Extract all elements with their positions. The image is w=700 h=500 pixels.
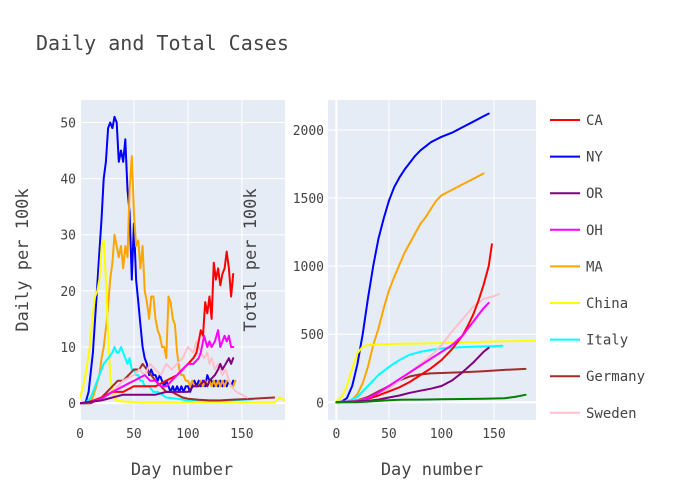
x-tick-label: 150	[230, 427, 253, 442]
y-tick-label: 20	[60, 285, 76, 300]
daily-plot-area	[80, 100, 285, 420]
total-series-lines	[335, 112, 536, 404]
series-line-ca	[80, 250, 235, 405]
series-line-oh	[335, 301, 490, 404]
series-line-or	[335, 346, 490, 404]
series-line-germany-bottom	[335, 393, 527, 404]
total-x-axis-title: Day number	[381, 460, 483, 480]
legend-label-italy: Italy	[586, 333, 628, 349]
total-plot-area	[328, 100, 536, 420]
series-line-italy	[335, 344, 504, 404]
series-line-china	[335, 339, 536, 403]
x-tick-label: 100	[430, 427, 453, 442]
series-line-ma	[80, 155, 237, 405]
legend-label-ca: CA	[586, 113, 603, 129]
series-line-sweden	[80, 340, 249, 405]
y-tick-label: 10	[60, 341, 76, 356]
daily-tick-labels: 0 50 100 150 0 10 20 30 40 50	[60, 116, 253, 442]
series-line-italy	[80, 346, 254, 405]
y-tick-label: 0	[316, 396, 324, 411]
legend-label-sweden: Sweden	[586, 406, 637, 422]
y-tick-label: 30	[60, 229, 76, 244]
chart-title: Daily and Total Cases	[36, 31, 289, 55]
daily-y-axis-title: Daily per 100k	[13, 188, 33, 331]
y-tick-label: 40	[60, 173, 76, 188]
legend-label-ma: MA	[586, 259, 603, 275]
x-tick-label: 50	[126, 427, 142, 442]
y-tick-label: 50	[60, 116, 76, 131]
y-tick-label: 2000	[293, 124, 324, 139]
series-line-ca	[335, 243, 493, 404]
x-tick-label: 0	[76, 427, 84, 442]
legend: CA NY OR OH MA China Italy Germany Sweden	[550, 113, 645, 422]
series-line-or	[80, 357, 235, 405]
y-tick-label: 1000	[293, 260, 324, 275]
y-tick-label: 1500	[293, 192, 324, 207]
legend-label-oh: OH	[586, 223, 603, 239]
daily-x-axis-title: Day number	[131, 460, 233, 480]
y-tick-label: 500	[301, 328, 324, 343]
legend-label-or: OR	[586, 186, 603, 202]
legend-label-germany: Germany	[586, 369, 645, 385]
daily-panel: 0 50 100 150 0 10 20 30 40 50 Day number Daily pe…	[13, 100, 285, 480]
legend-label-ny: NY	[586, 150, 603, 166]
series-line-ny	[335, 112, 490, 404]
x-tick-label: 150	[482, 427, 505, 442]
daily-series-lines	[80, 115, 285, 405]
series-line-ma	[335, 172, 485, 404]
x-tick-label: 100	[176, 427, 199, 442]
x-tick-label: 0	[332, 427, 340, 442]
series-line-oh	[80, 329, 235, 405]
legend-label-china: China	[586, 296, 628, 312]
total-y-axis-title: Total per 100k	[241, 188, 261, 331]
x-tick-label: 50	[381, 427, 397, 442]
y-tick-label: 0	[68, 397, 76, 412]
